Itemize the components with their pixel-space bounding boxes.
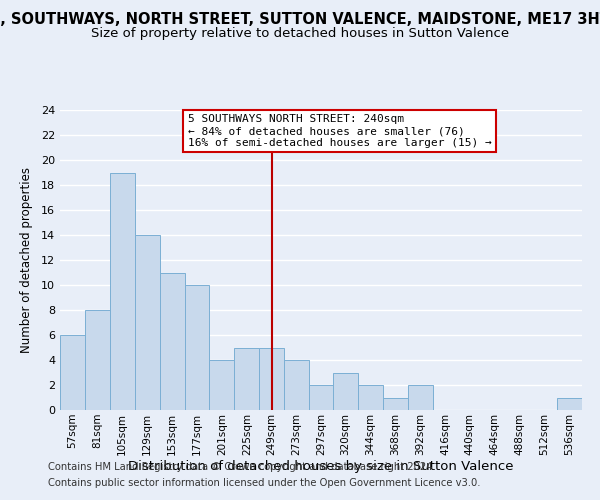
Bar: [110, 172, 135, 410]
Bar: [85, 310, 110, 410]
X-axis label: Distribution of detached houses by size in Sutton Valence: Distribution of detached houses by size …: [128, 460, 514, 473]
Y-axis label: Number of detached properties: Number of detached properties: [20, 167, 32, 353]
Bar: [209, 360, 235, 410]
Bar: [358, 385, 383, 410]
Text: Size of property relative to detached houses in Sutton Valence: Size of property relative to detached ho…: [91, 28, 509, 40]
Text: 5, SOUTHWAYS, NORTH STREET, SUTTON VALENCE, MAIDSTONE, ME17 3HT: 5, SOUTHWAYS, NORTH STREET, SUTTON VALEN…: [0, 12, 600, 28]
Bar: [333, 372, 358, 410]
Bar: [383, 398, 407, 410]
Text: Contains public sector information licensed under the Open Government Licence v3: Contains public sector information licen…: [48, 478, 481, 488]
Text: Contains HM Land Registry data © Crown copyright and database right 2024.: Contains HM Land Registry data © Crown c…: [48, 462, 436, 472]
Bar: [235, 348, 259, 410]
Bar: [259, 348, 284, 410]
Bar: [160, 272, 185, 410]
Bar: [309, 385, 334, 410]
Text: 5 SOUTHWAYS NORTH STREET: 240sqm
← 84% of detached houses are smaller (76)
16% o: 5 SOUTHWAYS NORTH STREET: 240sqm ← 84% o…: [188, 114, 491, 148]
Bar: [135, 235, 160, 410]
Bar: [185, 285, 209, 410]
Bar: [407, 385, 433, 410]
Bar: [60, 335, 85, 410]
Bar: [557, 398, 582, 410]
Bar: [284, 360, 309, 410]
